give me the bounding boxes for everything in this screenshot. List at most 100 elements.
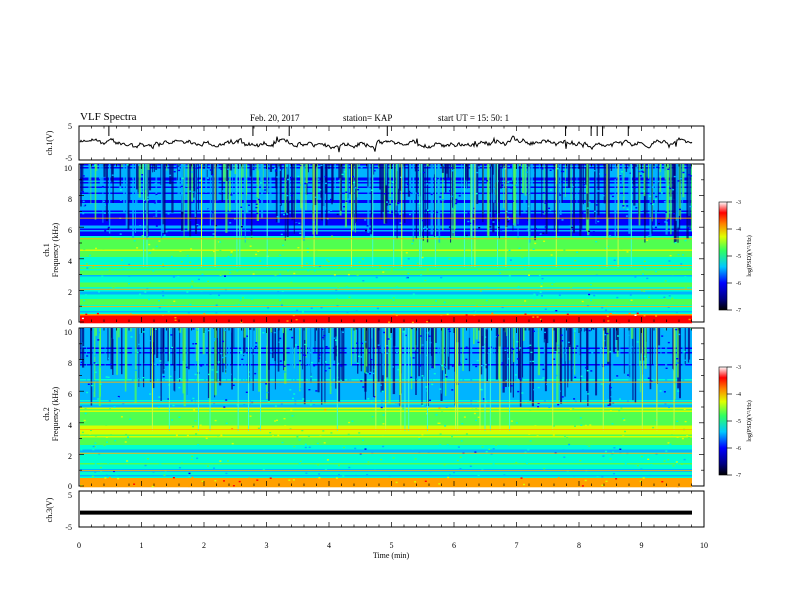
spectrogram-speckle — [172, 477, 175, 479]
spectrogram-speckle — [134, 369, 137, 371]
spectrogram-texture — [447, 164, 450, 178]
spectrogram-speckle — [81, 431, 84, 434]
spectrogram-speckle — [293, 272, 296, 275]
spectrogram-speckle — [668, 260, 671, 262]
spectrogram-speckle — [546, 283, 548, 285]
spectrogram-speckle — [541, 168, 544, 170]
spectrogram-speckle — [599, 415, 602, 418]
spectrogram-texture — [470, 328, 473, 403]
spectrogram-speckle — [510, 385, 513, 387]
spectrogram-speckle — [411, 243, 414, 245]
spectrogram-texture — [686, 164, 689, 239]
spectrogram-speckle — [367, 463, 370, 465]
spectrogram-speckle — [667, 459, 670, 461]
spectrogram-speckle — [370, 462, 373, 465]
spectrogram-speckle — [389, 197, 392, 199]
spectrogram-speckle — [209, 175, 212, 177]
spectrogram-speckle — [219, 274, 222, 276]
spectrogram-speckle — [573, 475, 576, 477]
ch1-spectrogram-panel: 10 8 6 4 2 0 ch.1 Frequency (kHz) — [42, 163, 705, 327]
spectrogram-speckle — [501, 210, 504, 212]
spectrogram-speckle — [451, 167, 454, 169]
spectrogram-speckle — [555, 310, 558, 312]
spectrogram-texture — [294, 328, 297, 406]
spectrogram-speckle — [213, 338, 216, 340]
spectrogram-speckle — [485, 286, 488, 288]
spectrogram-speckle — [213, 340, 216, 342]
spectrogram-texture — [475, 328, 478, 340]
spectrogram-speckle — [148, 243, 151, 246]
spectrogram-speckle — [609, 350, 612, 353]
spectrogram-speckle — [544, 226, 547, 228]
spectrogram-texture — [376, 328, 379, 348]
spectrogram-speckle — [675, 328, 678, 331]
spectrogram-speckle — [626, 400, 629, 402]
spectrogram-speckle — [104, 204, 106, 206]
station-name: station= KAP — [343, 113, 393, 123]
spectrogram-speckle — [327, 260, 330, 263]
spectrogram-speckle — [80, 481, 83, 484]
spectrogram-speckle — [448, 258, 451, 260]
spectrogram-speckle — [304, 182, 307, 185]
spectrogram-speckle — [527, 422, 529, 424]
spectrogram-speckle — [442, 177, 445, 180]
spectrogram-row — [80, 321, 692, 324]
spectrogram-speckle — [287, 178, 289, 181]
ch1-ytick-4: 4 — [68, 257, 72, 266]
spectrogram-speckle — [644, 355, 647, 358]
spectrogram-texture — [506, 328, 508, 340]
spectrogram-speckle — [370, 189, 373, 191]
spectrogram-texture — [444, 328, 446, 374]
spectrogram-speckle — [94, 446, 96, 448]
spectrogram-speckle — [561, 396, 564, 398]
spectrogram-texture — [144, 164, 147, 190]
spectrogram-speckle — [381, 390, 384, 393]
spectrogram-texture — [490, 164, 492, 213]
spectrogram-speckle — [514, 374, 517, 376]
spectrogram-speckle — [605, 480, 608, 482]
spectrogram-speckle — [481, 287, 483, 289]
spectrogram-texture — [579, 164, 582, 236]
spectrogram-speckle — [114, 246, 116, 248]
spectrogram-speckle — [110, 252, 113, 254]
spectrogram-speckle — [503, 347, 506, 349]
spectrogram-speckle — [681, 198, 684, 200]
spectrogram-speckle — [516, 224, 519, 226]
spectrogram-speckle — [340, 365, 343, 367]
ch2-ytick-10: 10 — [64, 328, 72, 337]
spectrogram-texture — [98, 328, 101, 407]
spectrogram-row — [80, 306, 692, 309]
spectrogram-speckle — [201, 273, 204, 275]
spectrogram-speckle — [95, 453, 98, 455]
spectrogram-speckle — [107, 376, 110, 378]
spectrogram-speckle — [206, 248, 209, 250]
spectrogram-speckle — [511, 184, 514, 186]
spectrogram-row — [80, 248, 692, 250]
spectrogram-speckle — [208, 423, 211, 426]
spectrogram-speckle — [318, 354, 321, 356]
spectrogram-texture — [107, 328, 109, 361]
spectrogram-speckle — [513, 251, 516, 253]
spectrogram-speckle — [214, 419, 217, 422]
spectrogram-speckle — [483, 400, 486, 402]
spectrogram-speckle — [550, 350, 553, 352]
spectrogram-speckle — [539, 318, 542, 321]
spectrogram-speckle — [641, 170, 644, 173]
spectrogram-speckle — [446, 444, 449, 446]
spectrogram-speckle — [574, 239, 576, 242]
spectrogram-texture — [576, 328, 579, 359]
spectrogram-speckle — [397, 368, 400, 371]
ch1-ytick-8: 8 — [68, 195, 72, 204]
spectrogram-speckle — [365, 301, 368, 304]
spectrogram-speckle — [331, 384, 334, 386]
spectrogram-texture — [684, 328, 686, 365]
spectrogram-texture — [631, 328, 634, 339]
spectrogram-texture — [195, 328, 198, 362]
spectrogram-speckle — [227, 478, 230, 480]
spectrogram-speckle — [386, 352, 389, 354]
spectrogram-speckle — [639, 480, 642, 483]
spectrogram-speckle — [196, 187, 199, 189]
spectrogram-texture — [228, 328, 230, 378]
spectrogram-speckle — [689, 175, 692, 177]
spectrogram-speckle — [153, 202, 156, 204]
